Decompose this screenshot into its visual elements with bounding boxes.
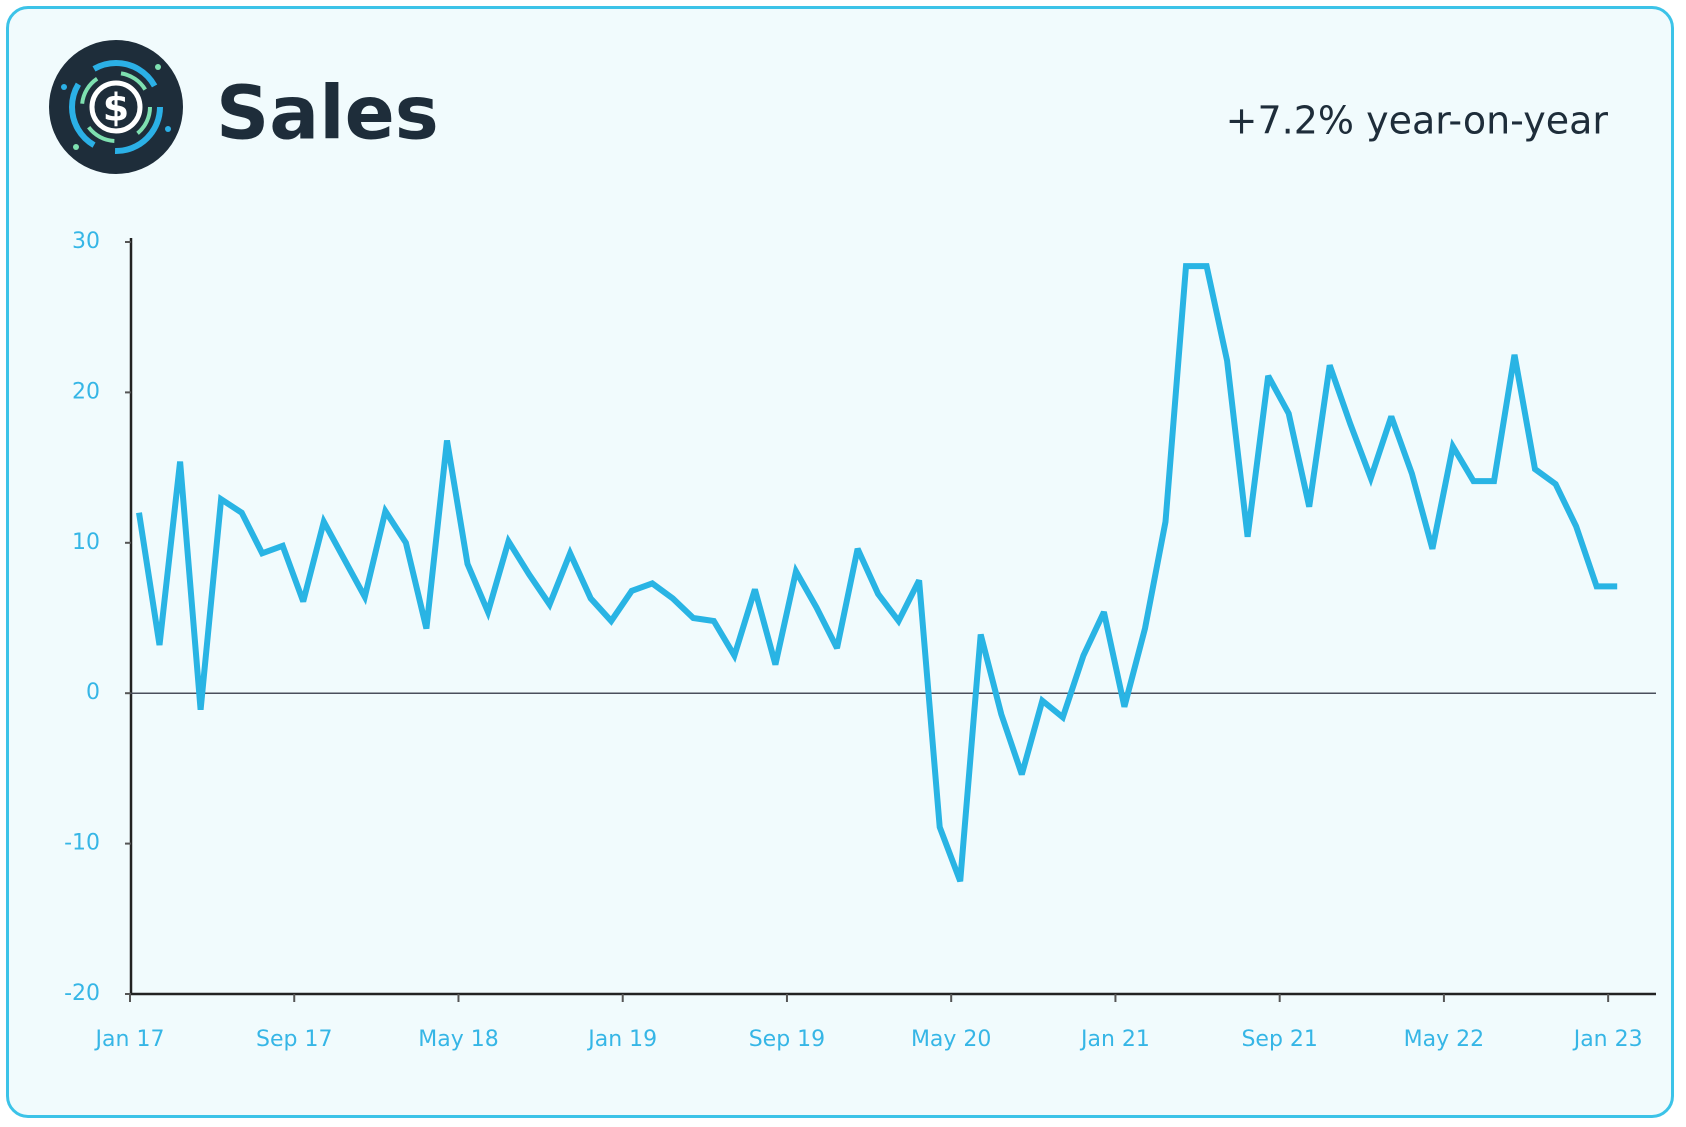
x-tick-label: Sep 17: [256, 1027, 332, 1052]
y-tick-label: 10: [72, 530, 100, 555]
y-tick-label: 0: [86, 680, 100, 705]
x-tick-label: Sep 21: [1241, 1027, 1317, 1052]
y-tick-label: -10: [64, 831, 100, 856]
sales-icon: $: [49, 40, 183, 174]
x-tick-label: Jan 23: [1572, 1027, 1643, 1052]
chart-title: Sales: [216, 71, 439, 157]
svg-text:$: $: [103, 86, 129, 130]
x-tick-label: Jan 21: [1079, 1027, 1150, 1052]
x-tick-label: May 22: [1404, 1027, 1484, 1052]
x-tick-label: Sep 19: [749, 1027, 825, 1052]
chart-subtitle: +7.2% year-on-year: [1226, 99, 1609, 143]
x-tick-label: Jan 19: [586, 1027, 657, 1052]
y-tick-label: -20: [64, 981, 100, 1006]
x-tick-label: Jan 17: [94, 1027, 165, 1052]
x-tick-label: May 18: [418, 1027, 498, 1052]
x-tick-label: May 20: [911, 1027, 991, 1052]
y-tick-label: 30: [72, 229, 100, 254]
sales-line: [136, 263, 1618, 883]
y-tick-label: 20: [72, 379, 100, 404]
card: [6, 6, 1674, 1118]
